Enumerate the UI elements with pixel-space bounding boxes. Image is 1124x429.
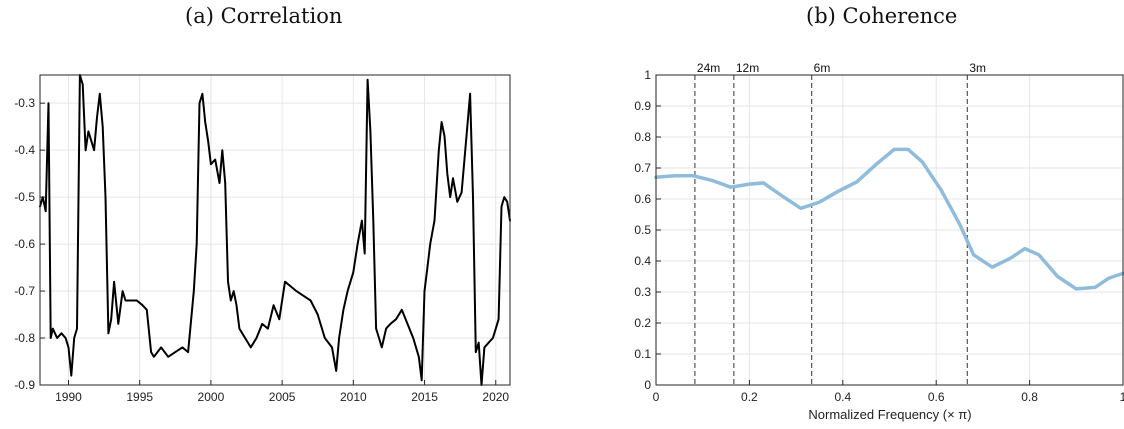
y-tick-label: -0.3 xyxy=(14,96,35,110)
x-tick-label: 2015 xyxy=(411,390,438,404)
panel-b-title: (b) Coherence xyxy=(806,4,958,28)
x-tick-label: 0.8 xyxy=(1021,390,1038,404)
y-tick-label: 0.7 xyxy=(634,161,651,175)
y-tick-label: 0.5 xyxy=(634,223,651,237)
correlation-chart: 1990 1995 2000 2005 2010 2015 2020 -0.9 -0.8 -0.7… xyxy=(14,74,511,404)
y-tick-label: 0.8 xyxy=(634,130,651,144)
y-tick-label: -0.5 xyxy=(14,190,35,204)
y-tick-label: 0.4 xyxy=(634,254,651,268)
x-tick-label: 2010 xyxy=(340,390,367,404)
x-tick-label: 1990 xyxy=(55,390,82,404)
x-tick-label: 2020 xyxy=(482,390,509,404)
coherence-chart: 24m 12m 6m 3m 0 0.2 0.4 0.6 0.8 1 0 0.1 0.2 0.3 0.4 0.5… xyxy=(634,61,1124,404)
period-marker-label: 12m xyxy=(736,61,759,75)
y-tick-label: 0.3 xyxy=(634,285,651,299)
x-tick-label: 1 xyxy=(1120,390,1124,404)
y-tick-label: 1 xyxy=(644,68,651,82)
x-tick-label: 0.6 xyxy=(928,390,945,404)
x-tick-label: 0 xyxy=(653,390,660,404)
panel-a-title: (a) Correlation xyxy=(185,4,343,28)
x-tick-label: 0.2 xyxy=(741,390,758,404)
period-marker-label: 6m xyxy=(814,61,831,75)
y-tick-label: 0.6 xyxy=(634,192,651,206)
y-tick-label: 0.1 xyxy=(634,347,651,361)
y-tick-label: -0.8 xyxy=(14,331,35,345)
x-tick-label: 2000 xyxy=(198,390,225,404)
series-line xyxy=(39,74,511,386)
x-tick-label: 0.4 xyxy=(834,390,851,404)
series-line xyxy=(654,147,1124,291)
y-tick-label: -0.4 xyxy=(14,143,35,157)
y-tick-label: 0.9 xyxy=(634,99,651,113)
axes-frame xyxy=(39,74,511,386)
y-tick-label: -0.6 xyxy=(14,237,35,251)
y-tick-label: -0.9 xyxy=(14,378,35,392)
x-tick-label: 1995 xyxy=(126,390,153,404)
y-tick-label: 0 xyxy=(644,378,651,392)
y-tick-label: -0.7 xyxy=(14,284,35,298)
x-tick-label: 2005 xyxy=(269,390,296,404)
y-tick-label: 0.2 xyxy=(634,316,651,330)
period-marker-label: 24m xyxy=(697,61,720,75)
period-marker-label: 3m xyxy=(969,61,986,75)
coherence-x-axis-label: Normalized Frequency (× π) xyxy=(808,407,971,422)
